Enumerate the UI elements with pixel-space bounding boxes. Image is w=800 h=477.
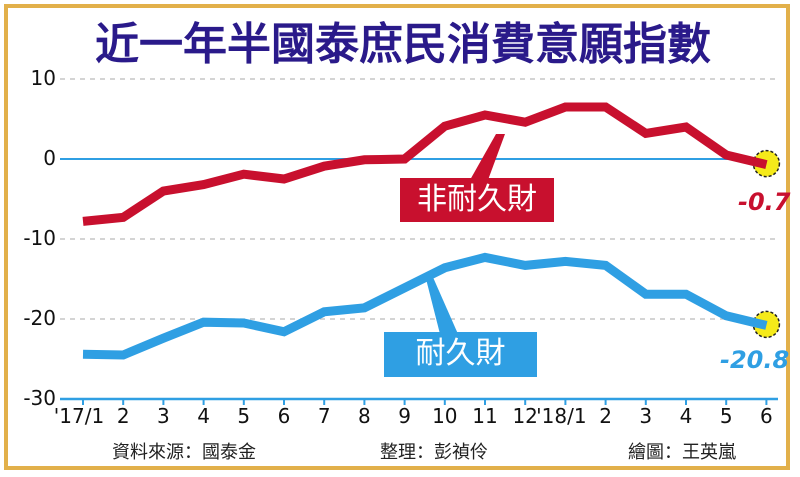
x-tick-label: 3 <box>157 404 170 428</box>
durable-end-value: -20.8 <box>720 346 790 374</box>
x-tick-label: '18/1 <box>536 404 587 428</box>
x-tick-label: 4 <box>679 404 693 428</box>
label-callouts <box>425 134 505 334</box>
y-tick-label: -30 <box>23 386 56 410</box>
y-tick-label: -20 <box>23 306 56 330</box>
chart-frame <box>4 4 790 470</box>
x-tick-label: 8 <box>358 404 371 428</box>
chart-title: 近一年半國泰庶民消費意願指數 <box>95 19 711 70</box>
x-tick-label: 7 <box>317 404 331 428</box>
x-tick-label: 2 <box>599 404 612 428</box>
nondurable-callout <box>470 134 505 180</box>
x-tick-label: 4 <box>197 404 210 428</box>
y-tick-label: 0 <box>43 146 56 170</box>
x-tick-label: 12 <box>512 404 538 428</box>
graphics-credit: 繪圖：王英嵐 <box>628 442 736 463</box>
x-tick-label: '17/1 <box>53 404 105 428</box>
durable-callout <box>425 275 458 334</box>
gridlines <box>60 78 778 320</box>
x-tick-label: 5 <box>719 404 733 428</box>
x-tick-label: 6 <box>277 404 291 428</box>
nondurable-label: 非耐久財 <box>400 178 554 222</box>
y-tick-label: 10 <box>30 66 56 90</box>
editor-credit: 整理：彭禎伶 <box>380 442 488 463</box>
x-tick-label: 6 <box>760 404 773 428</box>
y-tick-label: -10 <box>23 226 56 250</box>
x-tick-label: 11 <box>472 404 498 428</box>
x-tick-label: 10 <box>432 404 458 428</box>
series-lines <box>82 102 781 360</box>
x-tick-label: 9 <box>398 404 411 428</box>
source-credit: 資料來源：國泰金 <box>112 442 256 463</box>
x-axis <box>60 397 778 405</box>
durable-label: 耐久財 <box>384 332 537 377</box>
x-tick-label: 3 <box>639 404 653 428</box>
x-tick-label: 5 <box>237 404 251 428</box>
series-line-0 <box>82 102 768 226</box>
series-line-1 <box>82 252 768 360</box>
x-tick-label: 2 <box>116 404 130 428</box>
nondurable-end-value: -0.7 <box>738 188 791 216</box>
